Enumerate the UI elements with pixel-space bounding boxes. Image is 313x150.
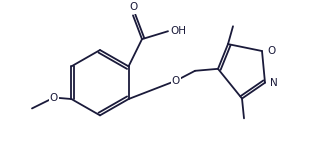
Text: O: O xyxy=(267,46,275,56)
Text: O: O xyxy=(50,93,58,103)
Text: O: O xyxy=(129,2,137,12)
Text: N: N xyxy=(270,78,278,88)
Text: OH: OH xyxy=(170,26,186,36)
Text: O: O xyxy=(172,76,180,86)
